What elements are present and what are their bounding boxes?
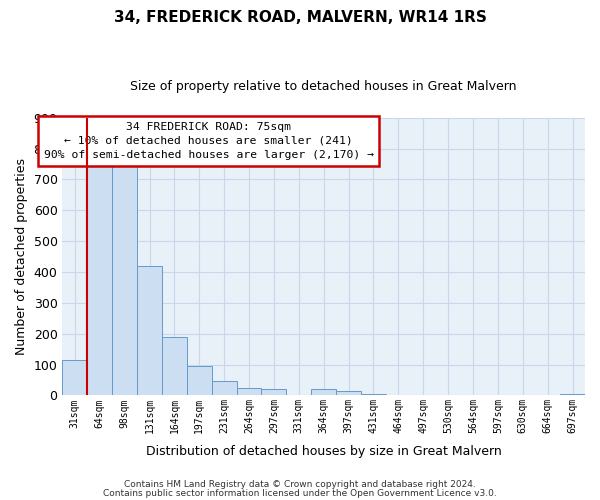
Bar	[560, 394, 585, 396]
Title: Size of property relative to detached houses in Great Malvern: Size of property relative to detached ho…	[130, 80, 517, 93]
X-axis label: Distribution of detached houses by size in Great Malvern: Distribution of detached houses by size …	[146, 444, 502, 458]
Text: 34 FREDERICK ROAD: 75sqm
← 10% of detached houses are smaller (241)
90% of semi-: 34 FREDERICK ROAD: 75sqm ← 10% of detach…	[44, 122, 374, 160]
Bar	[311, 389, 336, 396]
Text: Contains HM Land Registry data © Crown copyright and database right 2024.: Contains HM Land Registry data © Crown c…	[124, 480, 476, 489]
Text: 34, FREDERICK ROAD, MALVERN, WR14 1RS: 34, FREDERICK ROAD, MALVERN, WR14 1RS	[113, 10, 487, 25]
Bar	[187, 366, 212, 396]
Bar	[262, 389, 286, 396]
Bar	[162, 337, 187, 396]
Bar	[62, 360, 88, 396]
Bar	[112, 164, 137, 396]
Bar	[212, 382, 236, 396]
Bar	[137, 266, 162, 396]
Bar	[236, 388, 262, 396]
Bar	[336, 390, 361, 396]
Text: Contains public sector information licensed under the Open Government Licence v3: Contains public sector information licen…	[103, 488, 497, 498]
Bar	[88, 164, 112, 396]
Bar	[361, 394, 386, 396]
Y-axis label: Number of detached properties: Number of detached properties	[15, 158, 28, 355]
